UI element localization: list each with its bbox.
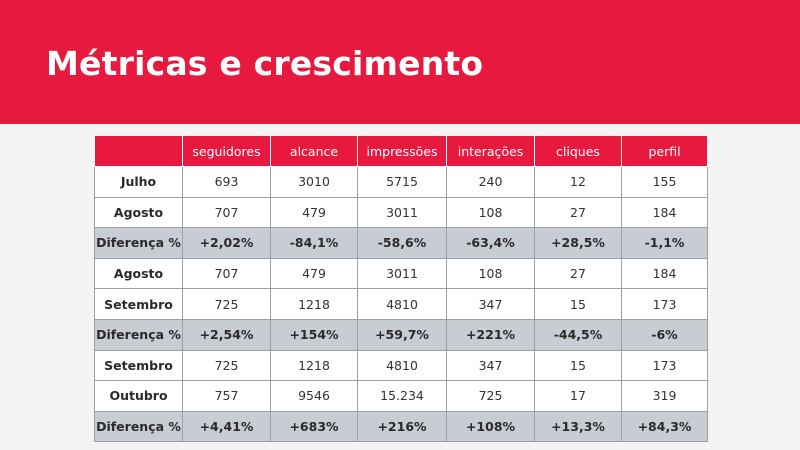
cell-perfil: -6%: [621, 318, 708, 351]
cell-impressoes: 4810: [357, 288, 447, 320]
cell-perfil: 184: [621, 196, 708, 229]
cell-cliques: 27: [534, 196, 622, 229]
cell-cliques: 15: [534, 349, 622, 382]
cell-perfil: +84,3%: [621, 410, 708, 443]
cell-cliques: 17: [534, 380, 622, 412]
header-cell-seguidores: seguidores: [182, 135, 271, 167]
cell-impressoes: +216%: [357, 410, 447, 443]
row-label: Setembro: [94, 349, 183, 382]
row-label: Diferença %: [94, 227, 183, 259]
cell-cliques: -44,5%: [534, 318, 622, 351]
header-cell-perfil: perfil: [621, 135, 708, 167]
cell-interacoes: 108: [446, 196, 535, 229]
cell-perfil: 155: [621, 166, 708, 198]
cell-interacoes: 725: [446, 380, 535, 412]
cell-alcance: 479: [270, 257, 358, 290]
cell-alcance: 9546: [270, 380, 358, 412]
header-cell-corner: [94, 135, 183, 167]
cell-perfil: 173: [621, 288, 708, 320]
cell-seguidores: 725: [182, 349, 271, 382]
cell-perfil: 319: [621, 380, 708, 412]
metrics-table: seguidores alcance impressões interações…: [94, 135, 708, 443]
row-label: Diferença %: [94, 410, 183, 443]
cell-seguidores: +2,02%: [182, 227, 271, 259]
cell-interacoes: +108%: [446, 410, 535, 443]
cell-alcance: 1218: [270, 288, 358, 320]
table-row: Julho 693 3010 5715 240 12 155: [94, 166, 708, 198]
row-label: Julho: [94, 166, 183, 198]
cell-impressoes: 5715: [357, 166, 447, 198]
cell-seguidores: +4,41%: [182, 410, 271, 443]
cell-interacoes: -63,4%: [446, 227, 535, 259]
row-label: Agosto: [94, 257, 183, 290]
cell-seguidores: 757: [182, 380, 271, 412]
cell-alcance: -84,1%: [270, 227, 358, 259]
cell-impressoes: +59,7%: [357, 318, 447, 351]
cell-cliques: +28,5%: [534, 227, 622, 259]
difference-row: Diferença % +4,41% +683% +216% +108% +13…: [94, 410, 708, 443]
cell-impressoes: 3011: [357, 257, 447, 290]
slide-title: Métricas e crescimento: [46, 44, 484, 83]
cell-impressoes: 4810: [357, 349, 447, 382]
cell-impressoes: 3011: [357, 196, 447, 229]
row-label: Agosto: [94, 196, 183, 229]
cell-seguidores: +2,54%: [182, 318, 271, 351]
cell-perfil: -1,1%: [621, 227, 708, 259]
table-row: Setembro 725 1218 4810 347 15 173: [94, 288, 708, 320]
cell-impressoes: -58,6%: [357, 227, 447, 259]
header-row: seguidores alcance impressões interações…: [94, 135, 708, 167]
table-row: Agosto 707 479 3011 108 27 184: [94, 196, 708, 229]
cell-cliques: 15: [534, 288, 622, 320]
cell-interacoes: 240: [446, 166, 535, 198]
cell-perfil: 184: [621, 257, 708, 290]
title-banner: Métricas e crescimento: [0, 0, 800, 124]
header-cell-impressoes: impressões: [357, 135, 447, 167]
cell-perfil: 173: [621, 349, 708, 382]
cell-cliques: 27: [534, 257, 622, 290]
cell-seguidores: 693: [182, 166, 271, 198]
row-label: Setembro: [94, 288, 183, 320]
table-row: Setembro 725 1218 4810 347 15 173: [94, 349, 708, 382]
cell-interacoes: 347: [446, 349, 535, 382]
cell-seguidores: 725: [182, 288, 271, 320]
difference-row: Diferença % +2,02% -84,1% -58,6% -63,4% …: [94, 227, 708, 259]
cell-cliques: +13,3%: [534, 410, 622, 443]
cell-alcance: 479: [270, 196, 358, 229]
cell-interacoes: 108: [446, 257, 535, 290]
header-cell-interacoes: interações: [446, 135, 535, 167]
difference-row: Diferença % +2,54% +154% +59,7% +221% -4…: [94, 318, 708, 351]
cell-alcance: 3010: [270, 166, 358, 198]
cell-cliques: 12: [534, 166, 622, 198]
table-row: Agosto 707 479 3011 108 27 184: [94, 257, 708, 290]
cell-seguidores: 707: [182, 196, 271, 229]
cell-alcance: +154%: [270, 318, 358, 351]
cell-interacoes: 347: [446, 288, 535, 320]
cell-alcance: 1218: [270, 349, 358, 382]
cell-impressoes: 15.234: [357, 380, 447, 412]
header-cell-cliques: cliques: [534, 135, 622, 167]
row-label: Outubro: [94, 380, 183, 412]
cell-seguidores: 707: [182, 257, 271, 290]
table-row: Outubro 757 9546 15.234 725 17 319: [94, 380, 708, 412]
row-label: Diferença %: [94, 318, 183, 351]
cell-interacoes: +221%: [446, 318, 535, 351]
header-cell-alcance: alcance: [270, 135, 358, 167]
cell-alcance: +683%: [270, 410, 358, 443]
